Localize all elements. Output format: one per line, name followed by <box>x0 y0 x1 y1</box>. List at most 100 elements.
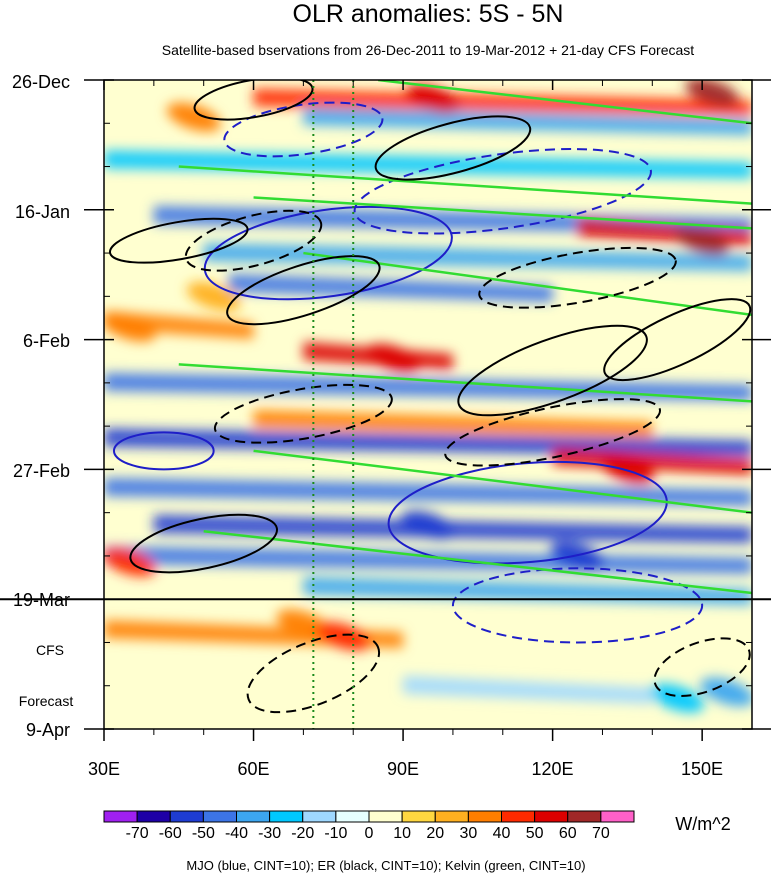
y-tick-label-26-dec: 26-Dec <box>12 72 70 92</box>
kelvin-contour <box>178 165 752 205</box>
olr-anomaly-patch <box>406 84 460 113</box>
colorbar-swatch <box>368 810 403 823</box>
colorbar-tick-label: -20 <box>291 825 314 842</box>
axes <box>0 79 771 741</box>
colorbar-tick-label: 70 <box>592 825 610 842</box>
er-contour <box>108 217 249 264</box>
colorbar-swatch <box>467 810 502 823</box>
kelvin-contour <box>253 449 752 514</box>
olr-band <box>203 243 752 272</box>
colorbar-tick-label: -10 <box>324 825 347 842</box>
olr-band <box>104 372 752 401</box>
colorbar-tick-label: 20 <box>426 825 444 842</box>
er-contour <box>603 298 752 382</box>
mjo-contour <box>451 567 704 644</box>
kelvin-contour <box>378 80 752 125</box>
er-contour <box>374 115 532 181</box>
olr-anomaly-patch <box>675 226 730 256</box>
colorbar-swatch <box>567 810 602 823</box>
y-tick-label-9-apr: 9-Apr <box>26 720 70 740</box>
kelvin-contour <box>253 196 752 230</box>
mjo-contour <box>223 101 384 158</box>
colorbar-labels: -70 -60 -50 -40 -30 -20 -10 0 10 20 30 40 50 60 70 <box>126 825 610 842</box>
colorbar-swatch <box>501 810 536 823</box>
er-contour <box>246 633 381 714</box>
mjo-contour <box>112 431 215 471</box>
er-contour <box>653 637 751 698</box>
olr-band <box>228 273 553 302</box>
colorbar-swatch <box>202 810 237 823</box>
reference-lines <box>312 80 355 729</box>
olr-anomaly-patch <box>700 677 752 707</box>
colorbar-swatch <box>335 810 370 823</box>
er-contour <box>457 324 648 417</box>
y-tick-label-19-mar: 19-Mar <box>13 590 70 610</box>
olr-anomaly-patch <box>600 455 655 484</box>
er-contour <box>444 398 662 467</box>
colorbar-swatch <box>401 810 436 823</box>
colorbar-swatch <box>534 810 569 823</box>
colorbar-swatch <box>103 810 138 823</box>
kelvin-contour <box>178 363 752 403</box>
colorbar-swatch <box>136 810 171 823</box>
colorbar-tick-label: -70 <box>126 825 149 842</box>
er-contour <box>213 383 393 444</box>
colorbar-swatch <box>236 810 271 823</box>
er-contour <box>184 209 323 272</box>
kelvin-contour <box>203 529 752 595</box>
chart-subtitle: Satellite-based bservations from 26-Dec-… <box>162 42 694 58</box>
olr-anomaly-patch <box>685 80 740 107</box>
colorbar-swatch <box>302 810 337 823</box>
forecast-label: Forecast <box>19 693 74 709</box>
olr-anomaly-patch <box>104 312 156 342</box>
olr-band <box>104 477 752 506</box>
contour-layer <box>108 80 752 714</box>
colorbar-tick-label: -30 <box>258 825 281 842</box>
x-tick-label-60e: 60E <box>237 759 269 779</box>
colorbar-units: W/m^2 <box>675 814 730 834</box>
x-tick-label-30e: 30E <box>88 759 120 779</box>
x-tick-label-120e: 120E <box>531 759 573 779</box>
chart-title: OLR anomalies: 5S - 5N <box>293 0 564 28</box>
y-tick-label-16-jan: 16-Jan <box>15 202 70 222</box>
olr-anomaly-patch <box>166 102 221 132</box>
colorbar <box>103 810 635 823</box>
cfs-label: CFS <box>36 642 64 658</box>
olr-band <box>104 150 752 179</box>
colorbar-tick-label: -40 <box>225 825 248 842</box>
colorbar-tick-label: 60 <box>559 825 577 842</box>
colorbar-swatch <box>600 810 635 823</box>
olr-band <box>303 576 752 605</box>
colorbar-tick-label: 10 <box>393 825 411 842</box>
olr-anomaly-patch <box>401 510 455 540</box>
olr-band <box>403 675 653 704</box>
olr-band <box>104 311 254 340</box>
plot-frame <box>103 79 753 730</box>
overlay-caption: MJO (blue, CINT=10); ER (black, CINT=10)… <box>186 858 585 873</box>
olr-anomaly-patch <box>650 683 705 713</box>
colorbar-tick-label: 30 <box>459 825 477 842</box>
er-contour <box>129 513 279 574</box>
olr-anomaly-patch <box>186 282 241 311</box>
colorbar-tick-label: 50 <box>526 825 544 842</box>
olr-band <box>552 447 752 476</box>
y-tick-labels: 26-Dec 16-Jan 6-Feb 27-Feb 19-Mar 9-Apr … <box>12 72 73 740</box>
olr-anomaly-patch <box>316 621 371 651</box>
er-contour <box>226 255 381 326</box>
colorbar-tick-label: 40 <box>493 825 511 842</box>
colorbar-tick-label: 0 <box>365 825 374 842</box>
colorbar-swatch <box>434 810 469 823</box>
y-tick-label-27-feb: 27-Feb <box>13 461 70 481</box>
mjo-contour <box>353 148 652 235</box>
plot-background <box>104 80 752 729</box>
colorbar-tick-label: -60 <box>159 825 182 842</box>
x-tick-label-90e: 90E <box>387 759 419 779</box>
y-tick-label-6-feb: 6-Feb <box>23 331 70 351</box>
colorbar-swatch <box>169 810 204 823</box>
olr-band <box>303 107 752 136</box>
colorbar-swatch <box>269 810 304 823</box>
x-tick-label-150e: 150E <box>681 759 723 779</box>
x-tick-labels: 30E 60E 90E 120E 150E <box>88 759 723 779</box>
colorbar-tick-label: -50 <box>192 825 215 842</box>
